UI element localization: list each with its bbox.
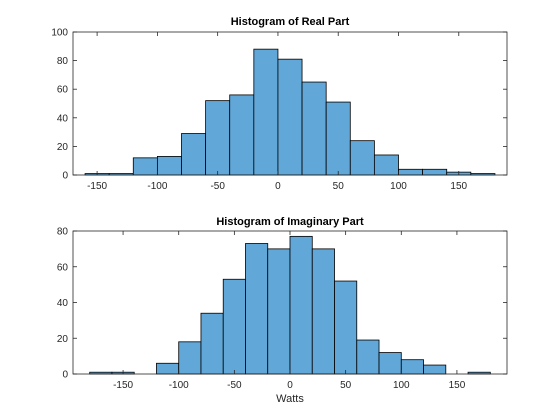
chart-panel-1: -150 -100 -50 0 50 100 150 0 20 40 60 80 100 Histogra… (51, 16, 508, 192)
histogram-bar (356, 339, 380, 375)
x-tick-label: -50 (210, 181, 225, 192)
y-tick-label: 100 (51, 28, 68, 39)
histogram-bar (222, 278, 246, 375)
x-tick-label: -150 (113, 380, 133, 391)
x-tick-label: 0 (287, 380, 293, 391)
y-tick-label: 60 (57, 85, 69, 96)
histogram-bar (378, 352, 402, 375)
x-tick-label: 50 (333, 181, 345, 192)
y-tick-label: 0 (62, 171, 68, 182)
histogram-bar (200, 312, 224, 375)
histogram-bar (253, 48, 279, 176)
histogram-bar (245, 243, 269, 375)
histogram-bar (311, 248, 335, 375)
histogram-bar (289, 235, 313, 375)
axes-box (72, 31, 508, 176)
histogram-bar (229, 94, 255, 176)
y-tick-label: 40 (57, 298, 69, 309)
histogram-bar (398, 168, 424, 176)
histogram-bar (181, 133, 207, 176)
y-tick-label: 20 (57, 334, 69, 345)
histogram-bar (422, 168, 448, 176)
y-tick-label: 20 (57, 142, 69, 153)
x-tick-label: -50 (227, 380, 242, 391)
histogram-bar (205, 100, 231, 176)
histogram-bar (373, 154, 399, 176)
histogram-bar (132, 157, 158, 176)
x-axis-label: Watts (276, 393, 304, 405)
chart-panel-2: -150 -100 -50 0 50 100 150 0 20 40 60 80 Histogram o… (57, 216, 508, 405)
histogram-bar (325, 101, 351, 176)
y-tick-label: 60 (57, 262, 69, 273)
chart-title: Histogram of Real Part (231, 16, 350, 28)
histogram-bar (334, 280, 358, 375)
histogram-bar (301, 81, 327, 176)
histogram-bar (156, 362, 180, 375)
x-tick-label: 150 (449, 380, 466, 391)
x-tick-label: 100 (393, 380, 410, 391)
histogram-bar (400, 359, 424, 375)
histogram-bar (178, 341, 202, 375)
x-tick-label: -100 (169, 380, 189, 391)
chart-title: Histogram of Imaginary Part (216, 216, 364, 228)
x-tick-label: 150 (450, 181, 467, 192)
histogram-bar (423, 364, 447, 375)
y-tick-label: 40 (57, 113, 69, 124)
histogram-bar (156, 156, 182, 176)
histogram-bar (277, 58, 303, 176)
x-tick-label: -100 (147, 181, 167, 192)
x-tick-label: 100 (390, 181, 407, 192)
histogram-bar (267, 248, 291, 375)
x-tick-label: -150 (87, 181, 107, 192)
y-tick-label: 0 (62, 370, 68, 381)
histogram-bar (349, 140, 375, 176)
y-tick-label: 80 (57, 56, 69, 67)
x-tick-label: 0 (275, 181, 281, 192)
x-tick-label: 50 (340, 380, 352, 391)
y-tick-label: 80 (57, 227, 69, 238)
